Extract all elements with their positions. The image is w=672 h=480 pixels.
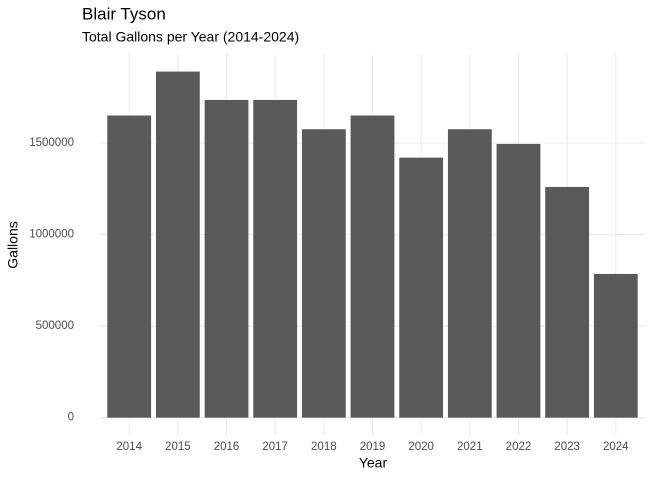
x-tick-label: 2017 [262,441,288,453]
y-axis-title: Gallons [5,221,21,268]
y-tick-label: 0 [68,412,74,424]
x-tick-label: 2023 [554,441,580,453]
bar [253,99,298,418]
y-tick-label: 1500000 [29,137,74,149]
x-tick-label: 2024 [603,441,629,453]
chart-subtitle: Total Gallons per Year (2014-2024) [82,29,299,45]
bar [545,186,590,418]
chart-title: Blair Tyson [82,4,166,23]
x-tick-label: 2014 [116,441,142,453]
y-tick-label: 500000 [36,320,74,332]
y-tick-label: 1000000 [29,229,74,241]
bar [155,71,200,418]
bar [447,129,492,418]
bar [593,273,638,418]
x-tick-label: 2022 [506,441,532,453]
x-tick-label: 2015 [165,441,191,453]
bar [301,129,346,418]
bar [204,99,249,418]
bar [399,157,444,418]
x-tick-label: 2020 [408,441,434,453]
x-axis-title: Year [359,455,388,471]
bar [107,115,152,418]
x-tick-label: 2019 [360,441,386,453]
x-tick-label: 2021 [457,441,483,453]
x-tick-label: 2018 [311,441,337,453]
bar [496,143,541,418]
bar [350,115,395,418]
x-tick-label: 2016 [214,441,240,453]
